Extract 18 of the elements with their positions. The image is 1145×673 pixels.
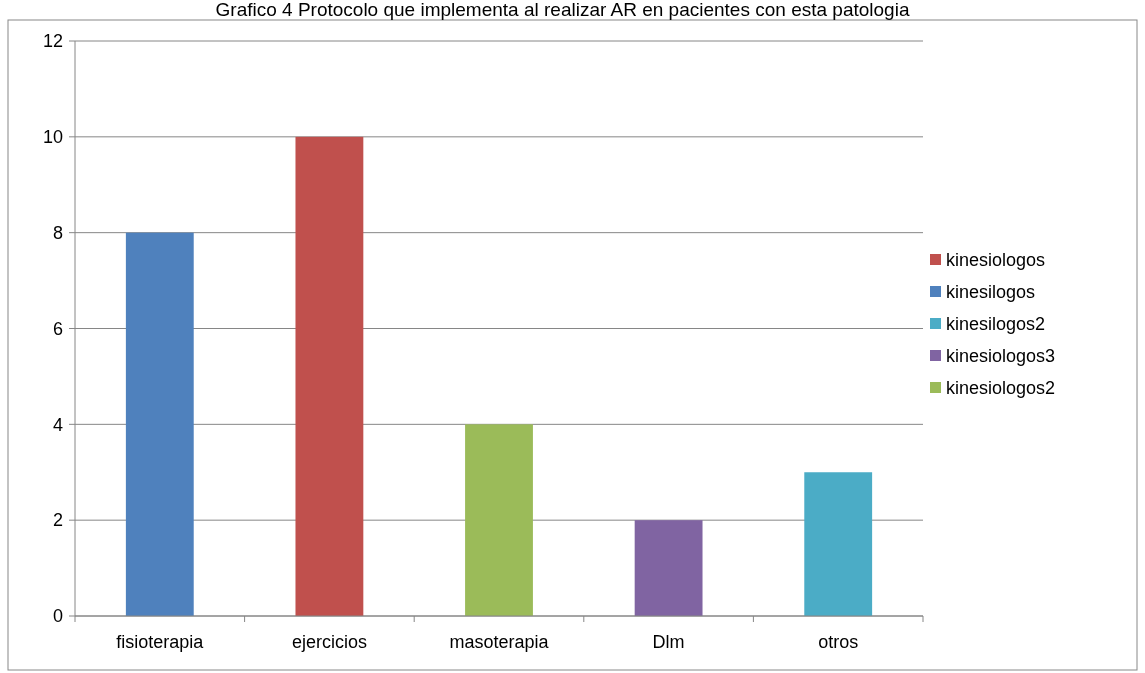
y-tick-label: 2 bbox=[52, 510, 63, 531]
y-tick-label: 8 bbox=[52, 222, 63, 243]
y-tick-label: 0 bbox=[52, 606, 63, 627]
chart-title: Grafico 4 Protocolo que implementa al realizar AR en pacientes con esta patologia bbox=[215, 0, 910, 20]
x-tick-label: Dlm bbox=[652, 632, 685, 652]
legend-label: kinesiologos3 bbox=[946, 346, 1056, 367]
x-tick-label: otros bbox=[818, 632, 859, 652]
x-tick-label: ejercicios bbox=[291, 632, 367, 652]
y-tick-label: 6 bbox=[52, 318, 63, 339]
legend-label: kinesiologos2 bbox=[946, 378, 1056, 399]
x-tick-label: fisioterapia bbox=[116, 632, 205, 652]
x-tick-label: masoterapia bbox=[449, 632, 550, 652]
legend-label: kinesilogos bbox=[946, 282, 1036, 303]
y-tick-label: 4 bbox=[52, 414, 63, 435]
legend-label: kinesilogos2 bbox=[946, 314, 1046, 335]
y-tick-label: 12 bbox=[42, 31, 63, 52]
y-tick-label: 10 bbox=[42, 127, 63, 148]
legend-label: kinesiologos bbox=[946, 250, 1046, 271]
